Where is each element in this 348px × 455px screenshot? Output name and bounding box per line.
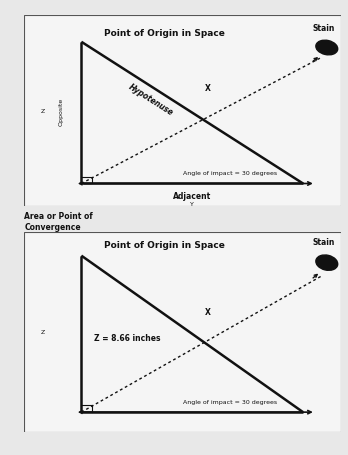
Text: Hypotenuse: Hypotenuse xyxy=(127,82,175,117)
Text: Stain: Stain xyxy=(313,237,335,246)
Text: Area or Point of: Area or Point of xyxy=(24,212,93,221)
FancyBboxPatch shape xyxy=(24,232,341,432)
Ellipse shape xyxy=(316,41,338,56)
Text: Adjacent: Adjacent xyxy=(173,192,211,201)
Text: Angle of impact = 30 degrees: Angle of impact = 30 degrees xyxy=(183,399,277,404)
Text: Stain: Stain xyxy=(313,24,335,33)
Text: X: X xyxy=(205,308,211,317)
Text: Convergence: Convergence xyxy=(24,223,81,232)
Text: Angle of impact = 30 degrees: Angle of impact = 30 degrees xyxy=(183,171,277,176)
Ellipse shape xyxy=(316,255,338,271)
Text: Z: Z xyxy=(41,109,46,114)
Text: Z: Z xyxy=(41,330,46,334)
FancyBboxPatch shape xyxy=(24,16,341,207)
Text: Point of Origin in Space: Point of Origin in Space xyxy=(104,29,224,38)
Text: Z = 8.66 inches: Z = 8.66 inches xyxy=(94,334,160,343)
Text: Opposite: Opposite xyxy=(58,97,63,126)
Text: X: X xyxy=(205,84,211,93)
Text: Point of Origin in Space: Point of Origin in Space xyxy=(104,240,224,249)
Text: Y: Y xyxy=(190,201,194,206)
